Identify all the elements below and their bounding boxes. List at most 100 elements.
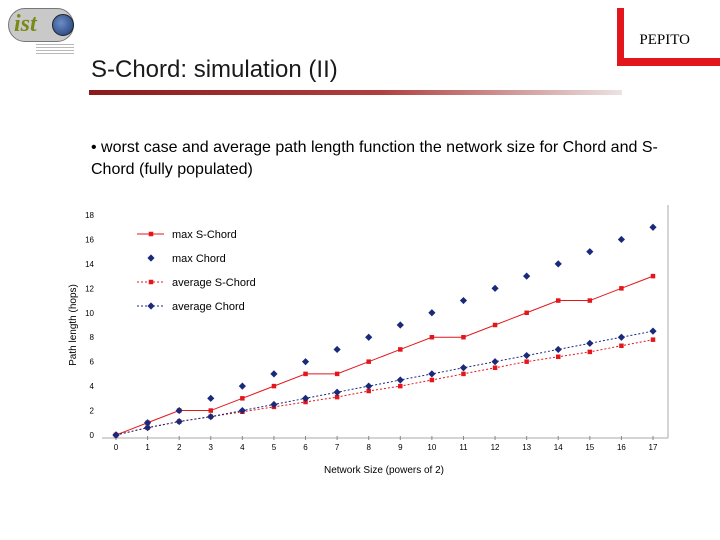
y-tick-label: 12 xyxy=(85,284,94,293)
chart-series xyxy=(112,223,657,439)
pepito-corner-frame xyxy=(617,8,720,66)
data-point xyxy=(396,321,404,329)
legend-label: average Chord xyxy=(172,301,245,313)
logo-text: ist xyxy=(14,11,37,37)
data-point xyxy=(459,364,468,372)
data-point xyxy=(461,334,466,340)
data-point xyxy=(240,396,245,401)
data-point xyxy=(586,339,594,347)
data-point xyxy=(148,279,154,285)
y-tick-label: 2 xyxy=(90,407,95,416)
data-point xyxy=(143,419,152,427)
data-point xyxy=(429,334,435,340)
y-axis-label: Path length (hops) xyxy=(68,284,79,366)
chart-legend: max S-Chord max Chord average S-Chord avera… xyxy=(137,229,256,313)
data-point xyxy=(619,343,624,349)
x-tick-label: 13 xyxy=(522,443,531,452)
data-point xyxy=(175,417,183,426)
data-point xyxy=(650,337,656,342)
data-point xyxy=(270,400,278,409)
data-point xyxy=(492,365,498,371)
series-max-chord xyxy=(112,223,657,439)
x-tick-label: 9 xyxy=(398,443,403,452)
data-point xyxy=(617,235,626,244)
data-point xyxy=(429,377,435,383)
data-point xyxy=(175,406,183,415)
ist-logo: ist xyxy=(8,8,74,56)
data-point xyxy=(587,349,593,355)
data-point xyxy=(587,298,593,303)
data-point xyxy=(461,371,466,377)
data-point xyxy=(333,345,341,354)
data-point xyxy=(459,296,468,305)
x-tick-label: 16 xyxy=(617,443,626,452)
x-ticks: 0 1 2 3 4 5 6 7 8 9 10 11 12 13 14 15 16 17 xyxy=(114,436,658,452)
legend-label: max S-Chord xyxy=(172,229,237,241)
data-point xyxy=(366,359,371,364)
data-point xyxy=(555,298,561,303)
y-ticks: 0 2 4 6 8 10 12 14 16 18 xyxy=(85,211,94,440)
y-tick-label: 18 xyxy=(85,211,94,220)
logo-caption-lines xyxy=(36,42,74,56)
y-tick-label: 0 xyxy=(90,431,95,440)
series-max-s-chord xyxy=(113,273,656,438)
data-point xyxy=(524,310,529,316)
x-tick-label: 6 xyxy=(303,443,308,452)
x-tick-label: 15 xyxy=(585,443,594,452)
series-average-s-chord xyxy=(113,337,656,438)
data-point xyxy=(619,286,624,291)
data-point xyxy=(333,388,341,396)
series-average-chord xyxy=(112,327,657,439)
legend-label: max Chord xyxy=(172,253,226,265)
data-point xyxy=(398,383,403,389)
data-point xyxy=(365,333,373,341)
x-tick-label: 4 xyxy=(240,443,245,452)
x-tick-label: 14 xyxy=(554,443,563,452)
data-point xyxy=(491,284,499,292)
data-point xyxy=(238,406,246,415)
data-point xyxy=(208,408,214,413)
x-tick-label: 11 xyxy=(459,443,468,452)
data-point xyxy=(271,383,277,389)
data-point xyxy=(428,309,436,317)
y-tick-label: 16 xyxy=(85,235,94,244)
data-point xyxy=(148,231,154,237)
chart-axes xyxy=(102,205,669,439)
data-point xyxy=(649,223,657,231)
data-point xyxy=(303,399,308,405)
series-line xyxy=(115,275,654,436)
x-tick-label: 2 xyxy=(177,443,182,452)
data-point xyxy=(207,394,215,402)
y-tick-label: 6 xyxy=(90,358,95,367)
data-point xyxy=(554,345,562,354)
y-tick-label: 8 xyxy=(90,333,95,342)
data-point xyxy=(491,358,499,366)
data-point xyxy=(112,431,120,439)
brand-label: PEPITO xyxy=(639,32,690,48)
data-point xyxy=(270,370,278,378)
data-point xyxy=(649,327,657,335)
series-line xyxy=(115,339,654,436)
x-tick-label: 8 xyxy=(366,443,371,452)
data-point xyxy=(301,358,310,366)
data-point xyxy=(523,272,531,280)
globe-icon xyxy=(52,14,74,36)
data-point xyxy=(147,254,155,262)
title-underline xyxy=(89,90,622,95)
y-tick-label: 14 xyxy=(85,260,94,269)
y-tick-label: 4 xyxy=(90,382,95,391)
data-point xyxy=(492,322,498,328)
x-tick-label: 3 xyxy=(209,443,214,452)
x-tick-label: 12 xyxy=(491,443,500,452)
data-point xyxy=(143,424,152,432)
data-point xyxy=(554,260,562,268)
x-tick-label: 0 xyxy=(114,443,119,452)
data-point xyxy=(303,371,308,377)
data-point xyxy=(147,302,155,310)
series-line xyxy=(115,330,654,436)
data-point xyxy=(238,382,246,390)
y-tick-label: 10 xyxy=(85,309,94,318)
x-tick-label: 1 xyxy=(145,443,150,452)
x-tick-label: 5 xyxy=(272,443,277,452)
